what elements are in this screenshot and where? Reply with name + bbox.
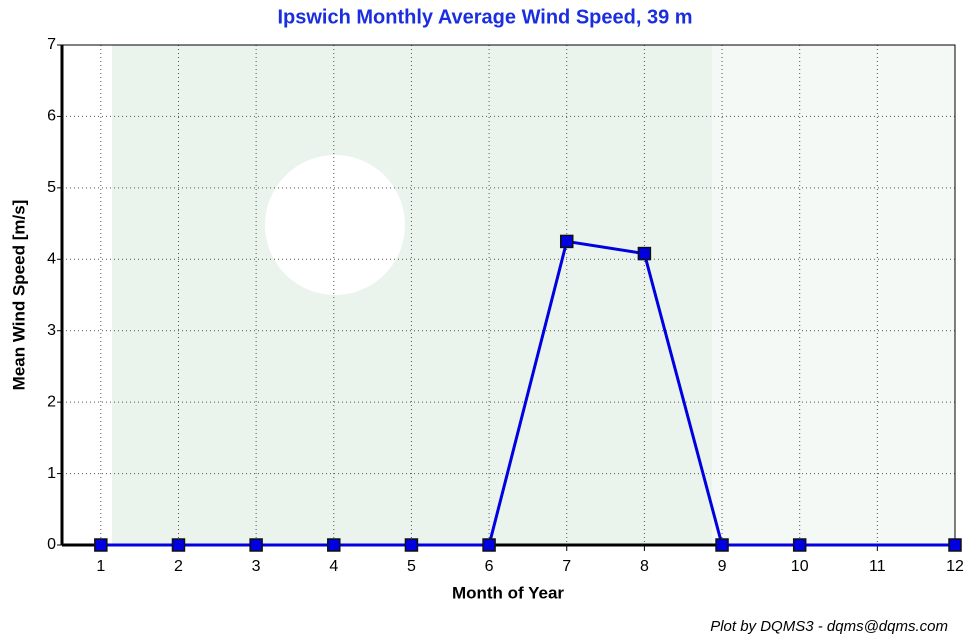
- y-tick-label: 1: [47, 465, 56, 482]
- data-point: [561, 235, 573, 247]
- x-tick-label: 7: [562, 558, 571, 575]
- y-tick-label: 0: [47, 536, 56, 553]
- data-point: [716, 539, 728, 551]
- data-point: [483, 539, 495, 551]
- y-tick-label: 7: [47, 36, 56, 53]
- x-tick-label: 9: [718, 558, 727, 575]
- y-tick-label: 3: [47, 322, 56, 339]
- y-tick-label: 6: [47, 108, 56, 125]
- data-point: [328, 539, 340, 551]
- data-point: [172, 539, 184, 551]
- x-tick-label: 1: [96, 558, 105, 575]
- background-watermark: [712, 45, 955, 545]
- x-tick-label: 2: [174, 558, 183, 575]
- y-tick-label: 4: [47, 251, 56, 268]
- data-point: [949, 539, 961, 551]
- y-axis-label: Mean Wind Speed [m/s]: [9, 200, 28, 391]
- background-watermark: [265, 155, 405, 295]
- x-tick-label: 10: [791, 558, 809, 575]
- x-tick-label: 8: [640, 558, 649, 575]
- data-point: [638, 248, 650, 260]
- data-point: [794, 539, 806, 551]
- chart: Ipswich Monthly Average Wind Speed, 39 m…: [0, 0, 970, 639]
- x-tick-label: 12: [946, 558, 964, 575]
- x-tick-label: 4: [329, 558, 338, 575]
- data-point: [95, 539, 107, 551]
- chart-title: Ipswich Monthly Average Wind Speed, 39 m: [277, 6, 692, 28]
- x-tick-label: 3: [252, 558, 261, 575]
- data-point: [405, 539, 417, 551]
- x-tick-label: 11: [869, 558, 886, 575]
- data-point: [250, 539, 262, 551]
- y-tick-label: 5: [47, 179, 56, 196]
- x-tick-label: 6: [485, 558, 494, 575]
- background-watermark: [112, 45, 712, 545]
- x-axis-label: Month of Year: [452, 583, 564, 602]
- y-tick-label: 2: [47, 393, 56, 410]
- x-tick-label: 5: [407, 558, 416, 575]
- footnote: Plot by DQMS3 - dqms@dqms.com: [710, 618, 948, 635]
